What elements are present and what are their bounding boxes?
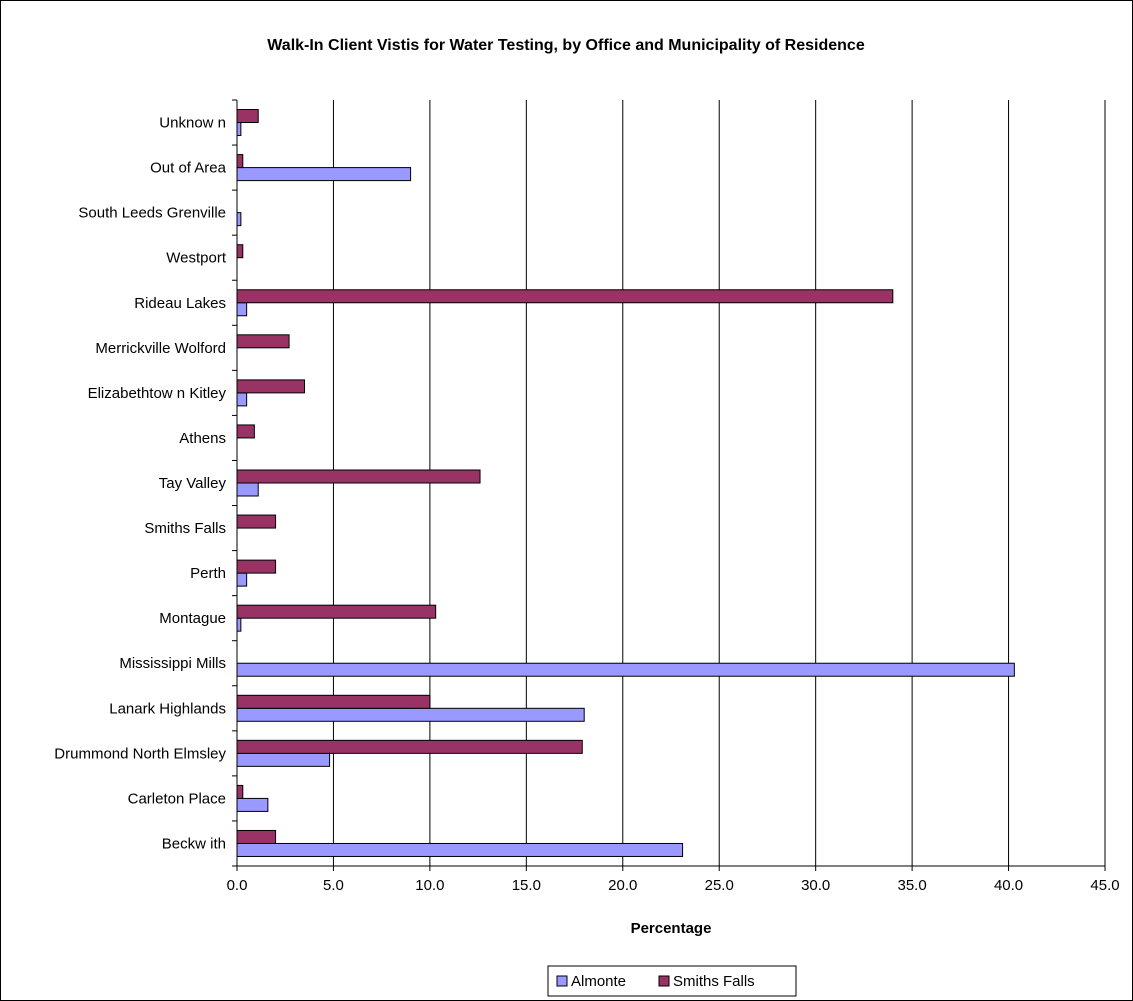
- bar-almonte: [236, 842, 684, 857]
- category-label: Drummond North Elmsley: [54, 745, 226, 762]
- grid-layer: [332, 100, 1106, 866]
- category-label: Perth: [190, 565, 226, 582]
- bar-smiths-falls: [236, 469, 481, 484]
- bar-smiths-falls: [236, 739, 583, 754]
- bar-smiths-falls: [236, 559, 277, 574]
- bar-almonte: [236, 617, 242, 632]
- bar-smiths-falls: [236, 109, 259, 124]
- legend-label-almonte: Almonte: [571, 973, 626, 990]
- bar-almonte: [236, 392, 248, 407]
- bar-almonte: [236, 707, 585, 722]
- bar-almonte: [236, 167, 412, 182]
- bar-smiths-falls: [236, 604, 437, 619]
- category-label: South Leeds Grenville: [78, 205, 226, 222]
- bar-smiths-falls: [236, 244, 244, 259]
- bar-smiths-falls: [236, 289, 894, 304]
- bar-smiths-falls: [236, 154, 244, 169]
- bar-smiths-falls: [236, 514, 277, 529]
- x-tick-label: 20.0: [608, 877, 637, 894]
- x-tick-label: 30.0: [801, 877, 830, 894]
- category-label: Athens: [179, 430, 226, 447]
- x-tick-label: 5.0: [323, 877, 344, 894]
- category-label: Out of Area: [150, 160, 227, 177]
- legend-swatch-almonte: [556, 975, 568, 987]
- x-tick-label: 25.0: [705, 877, 734, 894]
- bar-smiths-falls: [236, 424, 255, 439]
- bar-almonte: [236, 752, 331, 767]
- bar-smiths-falls: [236, 829, 277, 844]
- bars-layer: [236, 109, 1015, 857]
- bar-smiths-falls: [236, 379, 306, 394]
- bar-almonte: [236, 662, 1015, 677]
- category-label: Beckw ith: [162, 835, 226, 852]
- bar-smiths-falls: [236, 334, 290, 349]
- legend-label-smiths-falls: Smiths Falls: [673, 973, 755, 990]
- category-label: Rideau Lakes: [134, 295, 226, 312]
- bar-smiths-falls: [236, 694, 431, 709]
- bar-almonte: [236, 797, 269, 812]
- bar-almonte: [236, 212, 242, 227]
- category-label: Lanark Highlands: [109, 700, 226, 717]
- x-tick-label: 10.0: [415, 877, 444, 894]
- bar-almonte: [236, 572, 248, 587]
- labels-layer: 0.0 5.0 10.0 15.0 20.0 25.0 30.0 35.0 40.0 45.0 Be…: [54, 115, 1119, 894]
- x-tick-label: 0.0: [227, 877, 248, 894]
- legend: Almonte Smiths Falls: [547, 965, 797, 997]
- bar-almonte: [236, 122, 242, 137]
- legend-swatch-smiths-falls: [658, 975, 670, 987]
- x-tick-label: 35.0: [898, 877, 927, 894]
- chart-title: Walk-In Client Vistis for Water Testing,…: [267, 37, 865, 54]
- x-axis-title: Percentage: [631, 920, 712, 937]
- category-label: Unknow n: [159, 115, 226, 132]
- category-label: Carleton Place: [128, 790, 226, 807]
- category-label: Merrickville Wolford: [95, 340, 226, 357]
- bar-almonte: [236, 482, 259, 497]
- legend-box: [547, 965, 797, 997]
- axes-layer: [232, 99, 1106, 871]
- x-tick-label: 15.0: [512, 877, 541, 894]
- category-label: Smiths Falls: [144, 520, 226, 537]
- bar-almonte: [236, 302, 248, 317]
- category-label: Elizabethtow n Kitley: [88, 385, 227, 402]
- bar-smiths-falls: [236, 784, 244, 799]
- x-tick-label: 45.0: [1090, 877, 1119, 894]
- category-label: Westport: [166, 250, 227, 267]
- category-label: Mississippi Mills: [119, 655, 226, 672]
- x-tick-label: 40.0: [994, 877, 1023, 894]
- category-label: Tay Valley: [159, 475, 227, 492]
- category-label: Montague: [159, 610, 226, 627]
